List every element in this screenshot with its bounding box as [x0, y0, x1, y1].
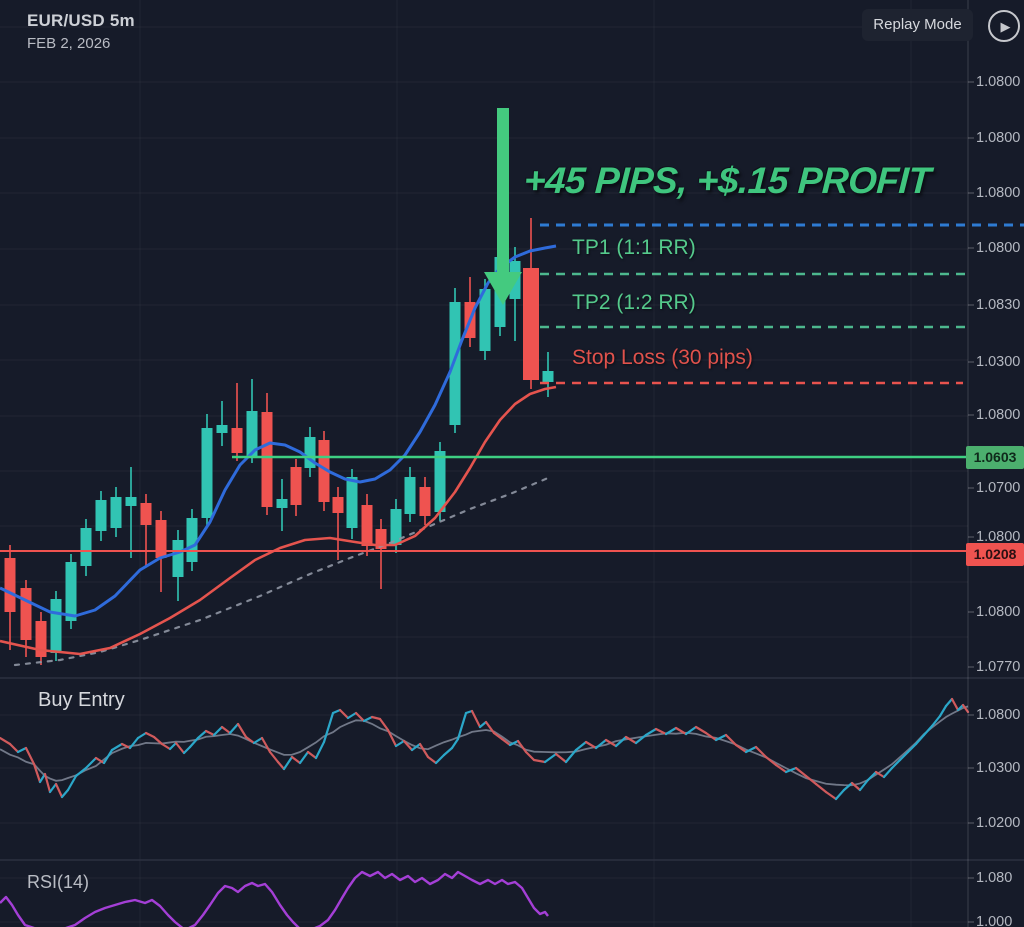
oscillator-signal-line [0, 705, 969, 787]
price-axis-label: 1.0300 [976, 354, 1021, 370]
symbol-title: EUR/USD 5m [27, 11, 135, 30]
price-axis-label: 1.0800 [976, 74, 1021, 90]
price-axis-label: 1.0800 [976, 130, 1021, 146]
stop-loss-label: Stop Loss (30 pips) [572, 346, 753, 369]
price-badge-red: 1.0208 [966, 542, 1024, 566]
price-axis-label: 1.0200 [976, 815, 1021, 831]
moving-averages [0, 244, 557, 667]
tp1-label: TP1 (1:1 RR) [572, 236, 696, 259]
grid-lines [0, 0, 968, 927]
rsi-line [0, 870, 549, 927]
price-axis-label: 1.0700 [976, 480, 1021, 496]
price-axis-label: 1.0800 [976, 604, 1021, 620]
replay-mode-button[interactable]: Replay Mode [862, 9, 973, 41]
ma-slow-line [0, 385, 557, 656]
ma-trend-dashed-line [13, 476, 550, 667]
rsi-pane-label: RSI(14) [27, 872, 90, 892]
price-axis-label: 1.000 [976, 914, 1013, 927]
trade-level-lines [540, 223, 1024, 385]
price-axis-label: 1.0300 [976, 760, 1021, 776]
candlesticks [4, 214, 554, 665]
price-axis-label: 1.0800 [976, 240, 1021, 256]
pane-dividers [0, 677, 1024, 861]
chart-date: FEB 2, 2026 [27, 35, 111, 52]
play-button[interactable]: ▶ [988, 10, 1020, 42]
price-axis-label: 1.0770 [976, 659, 1021, 675]
price-axis-label: 1.0800 [976, 707, 1021, 723]
buy-entry-oscillator [0, 697, 970, 801]
price-badge-green: 1.0603 [966, 445, 1024, 469]
buy-entry-pane-label: Buy Entry [38, 689, 125, 711]
entry-arrow [484, 108, 522, 305]
price-level-lines [0, 455, 968, 552]
tp2-label: TP2 (1:2 RR) [572, 291, 696, 314]
price-axis-label: 1.0830 [976, 297, 1021, 313]
profit-annotation: +45 PIPS, +$.15 PROFIT [522, 160, 932, 201]
play-icon: ▶ [1000, 18, 1011, 34]
price-axis-label: 1.0800 [976, 185, 1021, 201]
price-axis-label: 1.0800 [976, 529, 1021, 545]
price-axis-label: 1.080 [976, 870, 1013, 886]
ma-fast-line [0, 244, 557, 618]
price-axis-label: 1.0800 [976, 407, 1021, 423]
